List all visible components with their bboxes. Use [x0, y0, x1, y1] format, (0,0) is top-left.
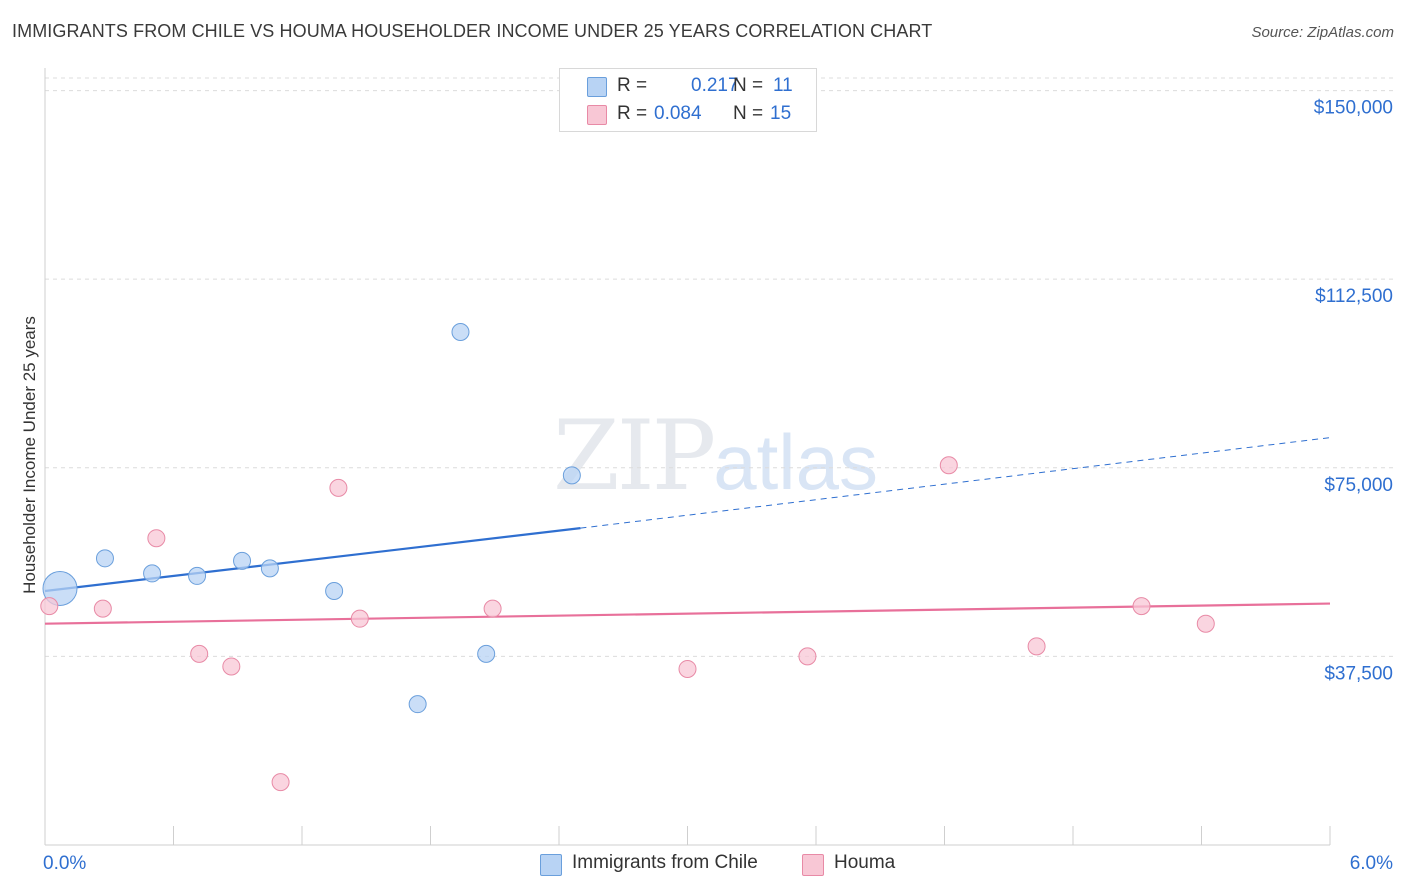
watermark-atlas: atlas [713, 418, 878, 506]
trend-lines [44, 437, 1331, 625]
x-tick-label: 0.0% [43, 853, 86, 874]
legend-n-label: N = [733, 75, 764, 96]
trend-line-houma [44, 602, 1331, 625]
data-point-chile [408, 695, 427, 714]
data-point-houma [1027, 637, 1046, 656]
chart-title: IMMIGRANTS FROM CHILE VS HOUMA HOUSEHOLD… [12, 21, 933, 41]
data-point-houma [939, 456, 958, 475]
trend-line-chile [44, 527, 581, 593]
bottom-legend-swatch-houma [802, 854, 824, 876]
legend-swatch-chile [587, 77, 607, 97]
axes [44, 68, 1331, 846]
watermark: ZIPatlas [553, 400, 878, 512]
data-point-chile [562, 466, 581, 485]
data-point-chile [95, 549, 114, 568]
legend-r-label: R = [617, 103, 648, 124]
data-point-chile [233, 551, 252, 570]
data-point-houma [350, 609, 369, 628]
bottom-legend-label-houma: Houma [834, 852, 896, 873]
legend-r-value: 0.084 [654, 103, 702, 124]
legend-n-value: 11 [773, 75, 793, 96]
legend-swatch-houma [587, 105, 607, 125]
data-point-houma [222, 657, 241, 676]
source-credit: Source: ZipAtlas.com [1251, 24, 1394, 41]
data-point-houma [190, 644, 209, 663]
data-point-houma [678, 659, 697, 678]
trend-line-extension [580, 437, 1331, 529]
data-point-houma [40, 597, 59, 616]
data-point-chile [451, 322, 470, 341]
bottom-legend-label-chile: Immigrants from Chile [572, 852, 758, 873]
data-point-houma [93, 599, 112, 618]
legend-r-value: 0.217 [691, 75, 739, 96]
data-point-chile [188, 566, 207, 585]
data-points [40, 322, 1215, 792]
y-tick-label: $37,500 [1324, 663, 1393, 684]
correlation-legend: R = 0.217 N = 11 R = 0.084 N = 15 [559, 68, 817, 132]
data-point-houma [1132, 597, 1151, 616]
data-point-chile [42, 570, 78, 606]
data-point-houma [1196, 614, 1215, 633]
data-point-houma [329, 478, 348, 497]
y-tick-label: $112,500 [1315, 286, 1393, 307]
data-point-chile [260, 559, 279, 578]
watermark-zip: ZIP [553, 400, 716, 512]
data-point-chile [477, 644, 496, 663]
y-tick-label: $150,000 [1314, 98, 1393, 119]
grid-lines [45, 77, 1395, 657]
data-point-chile [143, 564, 162, 583]
data-point-houma [483, 599, 502, 618]
data-point-houma [798, 647, 817, 666]
data-point-chile [325, 582, 344, 601]
data-point-houma [271, 773, 290, 792]
tick-labels: $37,500 $75,000 $112,500 $150,000 0.0% 6.0% [43, 98, 1393, 874]
y-tick-label: $75,000 [1324, 475, 1393, 496]
data-point-houma [147, 529, 166, 548]
x-tick-label: 6.0% [1350, 853, 1393, 874]
legend-n-value: 15 [770, 103, 792, 124]
bottom-legend-swatch-chile [540, 854, 562, 876]
legend-n-label: N = [733, 103, 764, 124]
y-axis-label: Householder Income Under 25 years [20, 316, 39, 594]
legend-r-label: R = [617, 75, 648, 96]
